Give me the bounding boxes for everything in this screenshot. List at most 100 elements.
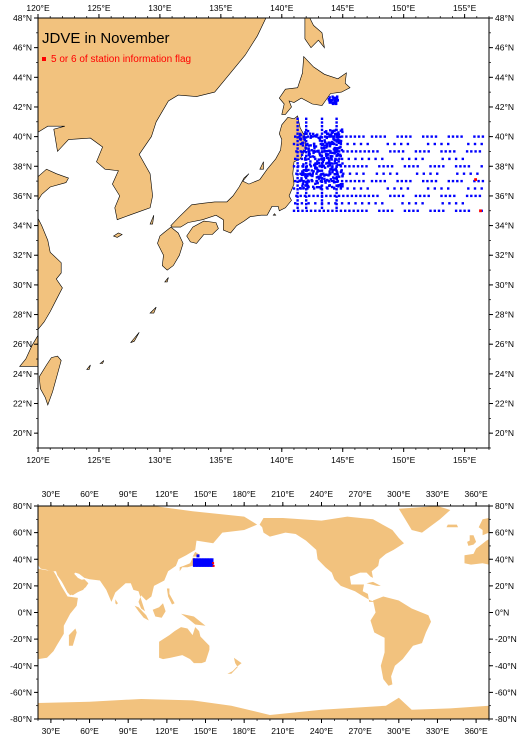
station-marker (316, 194, 319, 198)
global-station-marker (199, 558, 202, 561)
global-lat-label-left: -40°N (10, 661, 32, 671)
station-marker (338, 157, 341, 160)
global-lon-label-bottom: 150°E (194, 726, 218, 736)
station-marker (426, 135, 429, 138)
global-station-marker (194, 559, 197, 562)
station-marker (346, 187, 349, 190)
station-marker (340, 202, 344, 205)
global-station-marker (208, 559, 211, 562)
station-marker (451, 179, 455, 183)
station-marker (296, 176, 299, 180)
station-marker (480, 165, 483, 168)
station-marker (400, 179, 403, 183)
station-marker (310, 169, 313, 172)
station-marker (375, 135, 378, 138)
station-marker (299, 187, 302, 190)
station-marker (331, 140, 334, 144)
global-land (38, 506, 489, 719)
australia-landmass (159, 627, 210, 664)
global-lon-label-top: 270°E (349, 489, 373, 499)
global-station-marker (202, 562, 205, 565)
regional-ticks: 120°E 120°E 125°E 125°E 130°E 130°E 135°E 135°E… (13, 3, 514, 465)
station-marker (374, 157, 377, 161)
station-marker (382, 209, 385, 212)
global-station-marker (208, 560, 211, 563)
station-marker (305, 117, 308, 120)
station-marker (296, 180, 299, 183)
station-marker (456, 135, 459, 138)
station-marker (348, 209, 351, 212)
station-marker (296, 151, 299, 154)
global-station-marker (194, 563, 197, 566)
station-marker (355, 172, 358, 175)
station-marker (367, 157, 371, 161)
station-marker (344, 209, 347, 212)
lat-tick-label-left: 30°N (13, 280, 32, 290)
station-marker (333, 146, 336, 150)
station-marker (462, 172, 466, 175)
station-marker (320, 202, 324, 206)
indonesia-sumatra-landmass (134, 605, 149, 621)
station-marker (316, 170, 319, 173)
station-marker (311, 155, 314, 158)
station-marker (307, 144, 310, 147)
global-station-marker (200, 558, 203, 561)
station-marker (356, 165, 360, 168)
station-marker (328, 134, 331, 137)
global-lat-label-right: -60°N (495, 687, 517, 697)
station-marker (320, 195, 324, 198)
station-marker (325, 186, 328, 189)
station-marker (401, 150, 405, 153)
station-marker (408, 157, 411, 161)
station-marker (304, 156, 307, 160)
station-marker (335, 202, 338, 206)
station-marker (341, 185, 344, 188)
station-marker (335, 117, 338, 120)
lat-tick-label-right: 34°N (495, 221, 514, 231)
cuba-landmass (366, 581, 381, 586)
station-marker (314, 157, 317, 161)
lat-tick-label-left: 20°N (13, 428, 32, 438)
station-marker (330, 131, 333, 135)
station-marker (309, 144, 312, 147)
global-stations (192, 554, 215, 567)
lat-tick-label-right: 44°N (495, 72, 514, 82)
station-marker (335, 151, 338, 154)
station-marker (350, 150, 354, 153)
station-marker (305, 199, 308, 202)
station-marker (329, 129, 332, 132)
station-marker (409, 135, 412, 138)
station-marker (317, 186, 320, 189)
global-station-marker (197, 563, 200, 566)
station-marker (320, 136, 324, 139)
station-marker (323, 144, 326, 147)
station-marker (316, 168, 319, 172)
station-marker (461, 157, 464, 161)
station-marker (328, 96, 331, 99)
station-marker (441, 157, 444, 161)
station-marker (440, 142, 443, 146)
station-marker (341, 130, 344, 134)
station-marker (454, 157, 458, 161)
global-lon-label-bottom: 210°E (271, 726, 295, 736)
station-marker (315, 179, 319, 183)
station-marker (340, 179, 344, 183)
station-marker (332, 176, 335, 179)
station-marker (315, 186, 319, 189)
station-marker (345, 135, 348, 138)
station-marker (429, 172, 432, 175)
station-marker (292, 209, 296, 212)
station-marker (459, 165, 462, 168)
station-marker (423, 150, 426, 153)
lat-tick-label-left: 28°N (13, 310, 32, 320)
station-marker (433, 142, 436, 146)
station-marker (362, 172, 365, 175)
station-marker (404, 135, 408, 138)
station-marker (331, 165, 334, 169)
global-station-marker (197, 558, 200, 561)
station-marker (300, 153, 304, 157)
station-marker (323, 135, 327, 138)
south-america-landmass (370, 596, 431, 686)
station-marker (414, 150, 418, 153)
station-marker (305, 209, 308, 212)
